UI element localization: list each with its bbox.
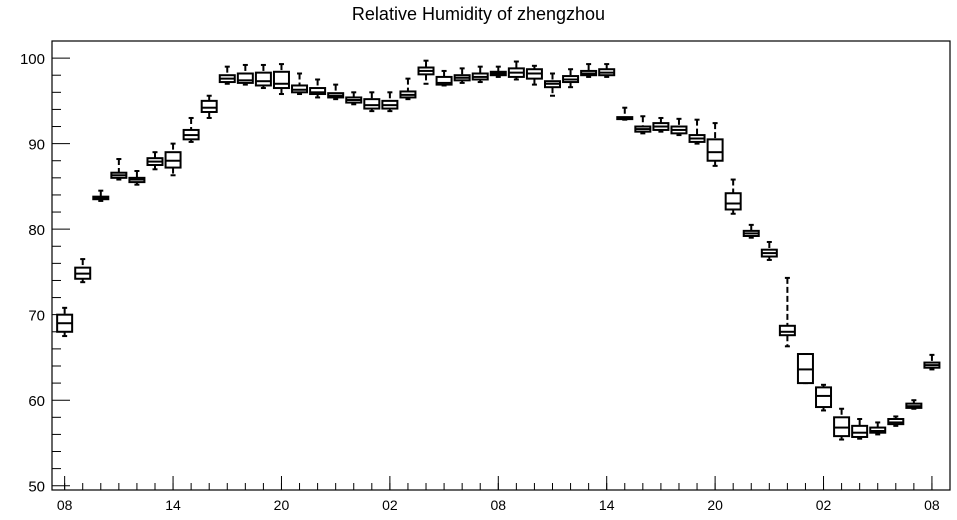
plot-frame [51,40,951,491]
box-iqr [236,72,254,84]
y-tick-label: 100 [20,51,45,68]
box-iqr [272,70,290,90]
x-tick-label: 02 [382,497,398,513]
box-iqr [309,87,327,96]
box-iqr [363,98,381,110]
x-tick-label: 02 [816,497,832,513]
box-iqr [815,386,833,409]
x-tick-label: 08 [491,497,507,513]
x-tick-label: 08 [57,497,73,513]
y-tick-label: 60 [28,393,45,410]
x-tick-label: 14 [165,497,181,513]
box-iqr [778,324,796,337]
box-iqr [706,138,724,162]
x-tick-label: 14 [599,497,615,513]
x-tick-label: 20 [707,497,723,513]
box-iqr [254,71,272,87]
y-tick-label: 90 [28,137,45,154]
box-iqr [724,192,742,211]
x-tick-label: 08 [924,497,940,513]
box-iqr [435,75,453,86]
y-tick-label: 70 [28,308,45,325]
y-tick-label: 80 [28,222,45,239]
x-tick-label: 20 [274,497,290,513]
chart-title: Relative Humidity of zhengzhou [351,4,606,24]
y-tick-label: 50 [28,479,45,496]
box-iqr [200,99,218,113]
box-iqr [851,424,869,438]
